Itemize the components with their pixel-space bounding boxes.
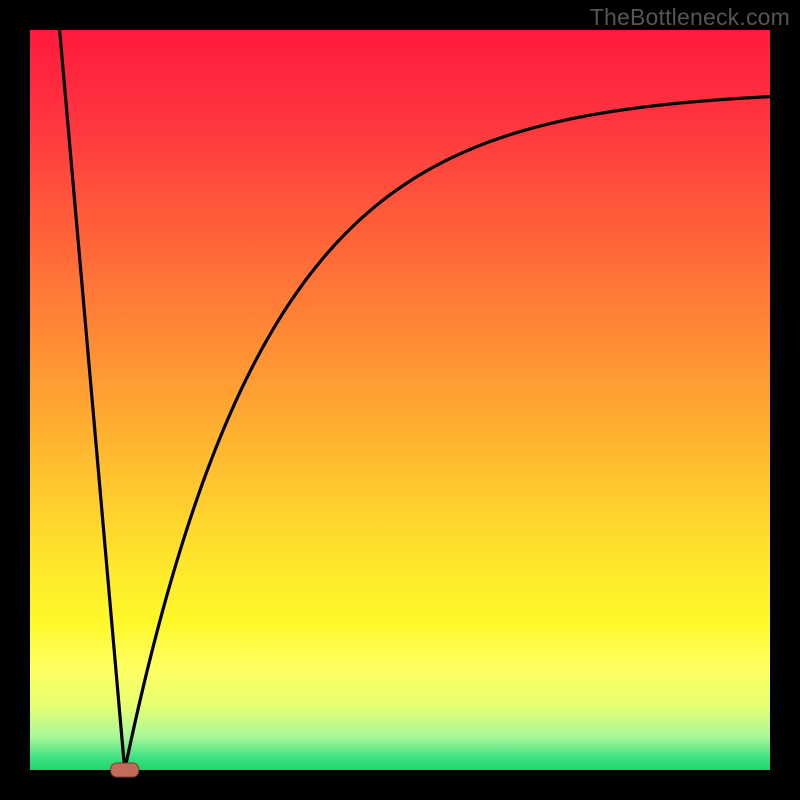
bottleneck-chart xyxy=(0,0,800,800)
chart-container: TheBottleneck.com xyxy=(0,0,800,800)
watermark-text: TheBottleneck.com xyxy=(590,4,790,31)
plot-background xyxy=(30,30,770,770)
minimum-marker xyxy=(111,763,139,777)
